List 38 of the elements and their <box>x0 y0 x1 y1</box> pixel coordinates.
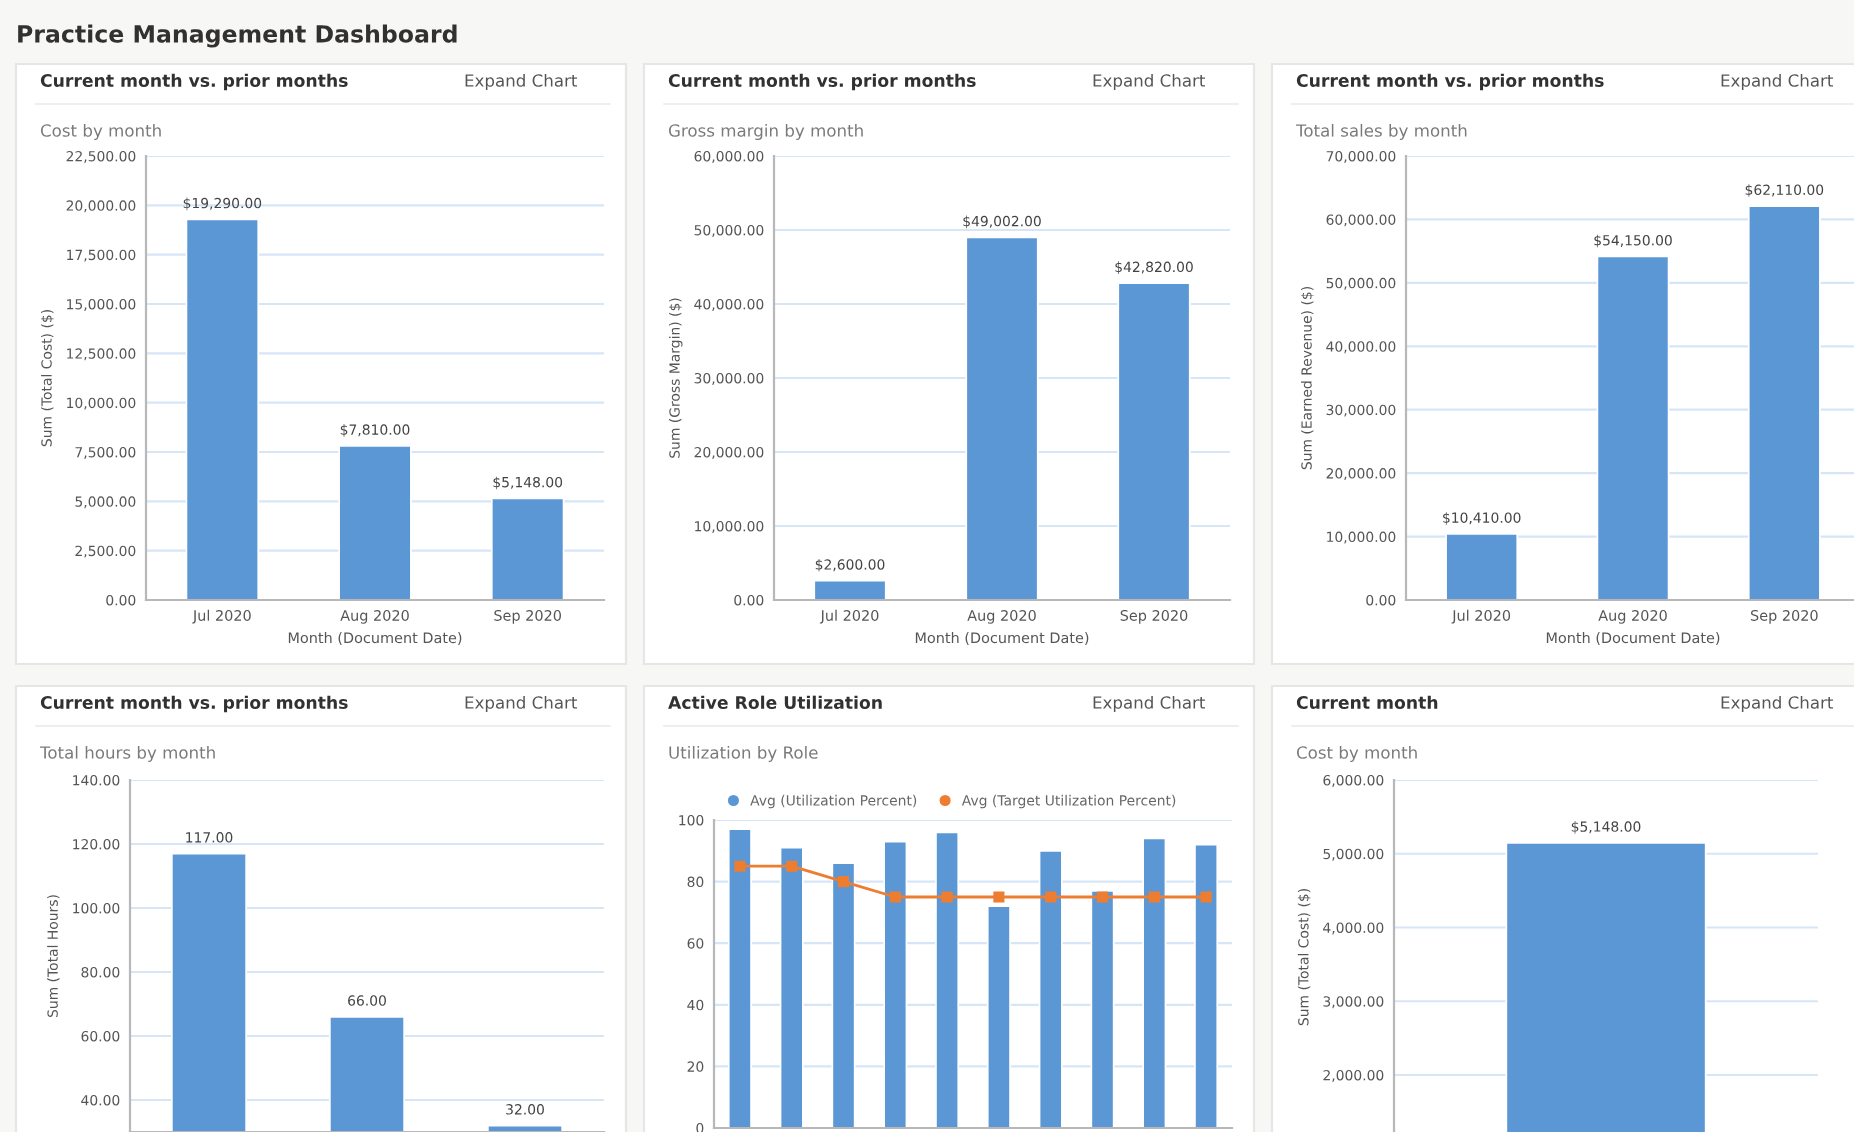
bar <box>813 579 887 600</box>
point <box>1096 891 1109 903</box>
bar <box>965 236 1039 600</box>
point <box>786 860 798 872</box>
text: Expand Chart <box>1721 695 1834 713</box>
bar <box>1117 282 1191 600</box>
text: Expand Chart <box>465 73 578 91</box>
point <box>837 876 850 888</box>
text: Expand Chart <box>1093 695 1206 713</box>
text: Expand Chart <box>1093 73 1206 91</box>
point <box>941 891 953 903</box>
chart-title: Current month vs. prior months <box>40 695 348 713</box>
chart-title: Current month vs. prior months <box>40 73 348 91</box>
point <box>1200 891 1212 903</box>
point <box>1045 891 1057 903</box>
chart-title: Active Role Utilization <box>668 695 882 709</box>
chart-subtitle: Gross margin by month <box>668 123 863 141</box>
chart-title: Current month vs. prior months <box>1296 73 1604 91</box>
bar <box>338 445 412 600</box>
bar <box>1747 205 1821 600</box>
text: Practice Management Dashboard <box>18 24 457 48</box>
text: Expand Chart <box>465 695 578 713</box>
chart-subtitle: Cost by month <box>1296 745 1417 763</box>
point <box>734 860 746 872</box>
chart-subtitle: Total hours by month <box>39 745 215 763</box>
point <box>889 891 901 903</box>
chart-title: Current month vs. prior months <box>668 73 976 91</box>
point <box>993 891 1005 903</box>
bar <box>185 218 260 600</box>
text: Expand Chart <box>1721 73 1834 91</box>
bar <box>1445 533 1519 600</box>
bar <box>490 497 565 600</box>
point <box>1148 891 1160 903</box>
chart-subtitle: Utilization by Role <box>669 745 818 763</box>
chart-subtitle: Cost by month <box>40 123 161 141</box>
bar <box>1596 255 1670 600</box>
chart-subtitle: Total sales by month <box>1295 123 1467 141</box>
chart-title: Current month <box>1296 695 1438 709</box>
